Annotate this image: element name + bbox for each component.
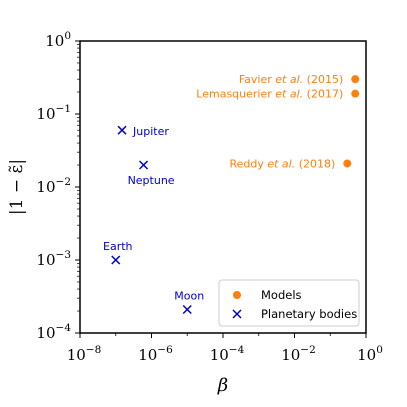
x-axis-ticks: 10−8 10−6 10−4 10−2 100 (67, 333, 383, 364)
y-tick-label: 10−1 (36, 103, 71, 123)
point-reddy-et-al-2018 (343, 159, 352, 168)
legend-box (218, 279, 360, 327)
point-moon (182, 304, 192, 315)
point-lemasquerier-et-al-2017 (351, 89, 360, 98)
legend-label-models: Models (261, 288, 302, 302)
x-tick-label: 100 (357, 344, 383, 364)
label-moon: Moon (174, 289, 204, 302)
label-favier-et-al-2015: Favier et al. (2015) (239, 73, 343, 86)
legend-label-planetary-bodies: Planetary bodies (261, 307, 357, 321)
y-tick-label: 10−4 (36, 322, 71, 342)
x-tick-label: 10−4 (210, 344, 245, 364)
data-points (111, 75, 360, 315)
legend-marker-models (233, 291, 241, 299)
x-tick-label: 10−8 (67, 344, 102, 364)
y-tick-label: 100 (45, 30, 71, 50)
point-favier-et-al-2015 (351, 75, 360, 84)
y-tick-label: 10−2 (36, 176, 71, 196)
legend-item-models: Models (233, 288, 302, 302)
label-earth: Earth (103, 240, 133, 253)
legend: Models Planetary bodies (218, 279, 360, 327)
point-neptune (139, 160, 149, 170)
y-axis-ticks: 100 10−1 10−2 10−3 10−4 (36, 30, 80, 342)
x-tick-label: 10−2 (281, 344, 316, 364)
plot-frame (79, 40, 367, 334)
x-tick-label: 10−6 (138, 344, 173, 364)
label-jupiter: Jupiter (132, 125, 169, 138)
point-labels: Favier et al. (2015) Lemasquerier et al. … (103, 73, 343, 302)
label-reddy-et-al-2018: Reddy et al. (2018) (229, 157, 335, 170)
legend-marker-planetary-bodies (232, 309, 242, 319)
point-earth (111, 255, 121, 265)
point-jupiter (117, 125, 127, 135)
legend-item-planetary-bodies: Planetary bodies (232, 307, 357, 321)
x-axis-label: β (217, 375, 228, 396)
y-tick-label: 10−3 (36, 249, 71, 269)
label-lemasquerier-et-al-2017: Lemasquerier et al. (2017) (196, 88, 343, 101)
label-neptune: Neptune (128, 174, 175, 187)
y-axis-label: |1 − ε̃| (7, 159, 27, 215)
